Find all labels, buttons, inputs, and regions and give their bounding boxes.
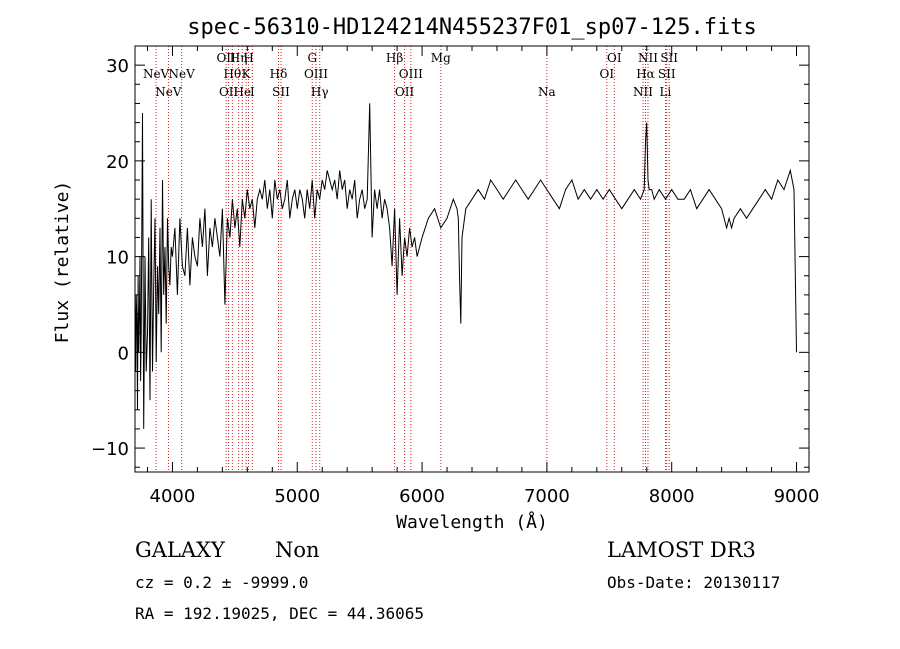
x-axis-label: Wavelength (Å): [396, 511, 548, 533]
line-marker-label: Hδ: [270, 67, 288, 81]
line-marker-label: Hα: [636, 67, 655, 81]
flux-series-line: [134, 103, 797, 429]
x-tick-label: 5000: [274, 486, 320, 507]
line-marker-label: Hθ: [224, 67, 242, 81]
line-marker-label: OIII: [399, 67, 423, 81]
line-marker-label: NeV: [169, 67, 196, 81]
x-tick-label: 4000: [150, 486, 196, 507]
plot-frame: [134, 45, 810, 473]
line-marker-label: Hη: [230, 51, 248, 65]
line-marker-label: Hγ: [311, 85, 329, 99]
line-marker-label: G: [307, 51, 317, 65]
line-marker-label: OII: [395, 85, 415, 99]
redshift-info: cz = 0.2 ± -9999.0: [135, 573, 309, 592]
line-marker-label: I: [250, 85, 255, 99]
y-tick-label: −10: [91, 439, 129, 460]
x-axis-ticks: 4000 5000 6000 7000 8000 9000: [146, 46, 820, 507]
spectrum-chart: spec-56310-HD124214N455237F01_sp07-125.f…: [52, 15, 820, 533]
line-marker-label: OII: [219, 85, 239, 99]
x-tick-label: 9000: [774, 486, 820, 507]
emission-line-labels: NeVNeVNeVOIIOIIHθHηHeKHIHδSIIGOIIIHγHβOI…: [143, 51, 678, 99]
y-tick-label: 0: [118, 343, 129, 364]
line-marker-label: SII: [660, 51, 678, 65]
line-marker-label: OI: [600, 67, 615, 81]
coordinates: RA = 192.19025, DEC = 44.36065: [135, 604, 424, 623]
y-tick-label: 10: [106, 248, 129, 269]
y-axis-label: Flux (relative): [52, 181, 73, 344]
line-marker-label: SII: [658, 67, 676, 81]
x-tick-label: 7000: [524, 486, 570, 507]
line-marker-label: NII: [633, 85, 653, 99]
line-marker-label: Mg: [431, 51, 451, 65]
line-marker-label: NeV: [143, 67, 170, 81]
line-marker-label: Na: [538, 85, 556, 99]
line-marker-label: OII: [216, 51, 236, 65]
object-subclass: Non: [275, 538, 320, 562]
line-marker-label: K: [242, 67, 252, 81]
object-class: GALAXY: [135, 538, 225, 562]
x-tick-label: 6000: [399, 486, 445, 507]
x-tick-label: 8000: [649, 486, 695, 507]
y-axis-ticks: −10 0 10 20 30: [91, 45, 809, 468]
emission-line-markers: [155, 46, 670, 472]
line-marker-label: Li: [660, 85, 672, 99]
y-tick-label: 20: [106, 152, 129, 173]
line-marker-label: Hβ: [386, 51, 403, 65]
y-tick-label: 30: [106, 56, 129, 77]
line-marker-label: NII: [638, 51, 658, 65]
line-marker-label: NeV: [155, 85, 182, 99]
survey-name: LAMOST DR3: [607, 538, 756, 562]
line-marker-label: He: [234, 85, 252, 99]
line-marker-label: OIII: [304, 67, 328, 81]
chart-title: spec-56310-HD124214N455237F01_sp07-125.f…: [187, 15, 757, 40]
line-marker-label: OI: [607, 51, 622, 65]
line-marker-label: H: [243, 51, 253, 65]
observation-date: Obs-Date: 20130117: [607, 573, 781, 592]
line-marker-label: SII: [272, 85, 290, 99]
